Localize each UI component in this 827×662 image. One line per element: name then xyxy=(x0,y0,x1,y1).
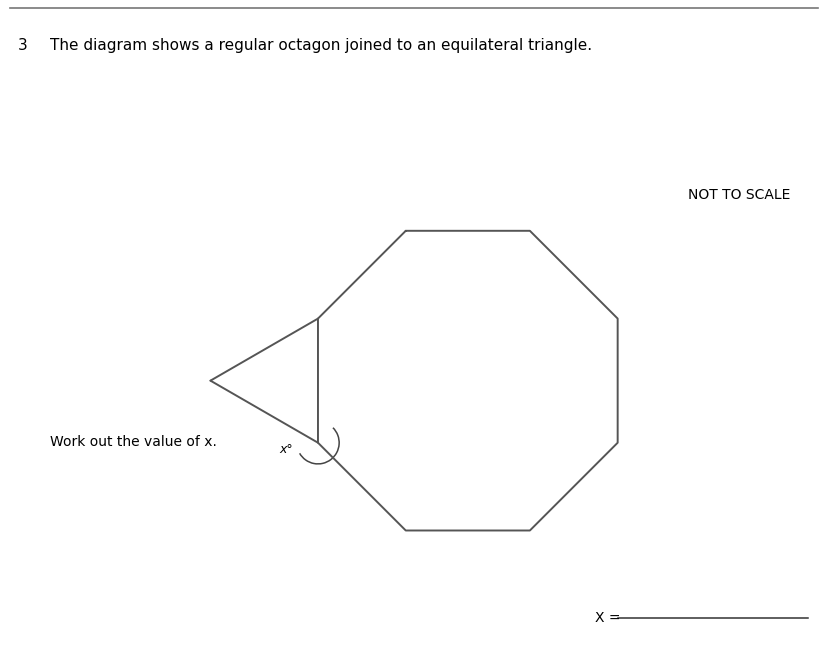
Text: X =: X = xyxy=(595,611,619,625)
Text: The diagram shows a regular octagon joined to an equilateral triangle.: The diagram shows a regular octagon join… xyxy=(50,38,591,53)
Text: Work out the value of x.: Work out the value of x. xyxy=(50,435,217,449)
Text: 3: 3 xyxy=(18,38,28,53)
Text: NOT TO SCALE: NOT TO SCALE xyxy=(687,188,790,202)
Text: x°: x° xyxy=(279,443,293,455)
